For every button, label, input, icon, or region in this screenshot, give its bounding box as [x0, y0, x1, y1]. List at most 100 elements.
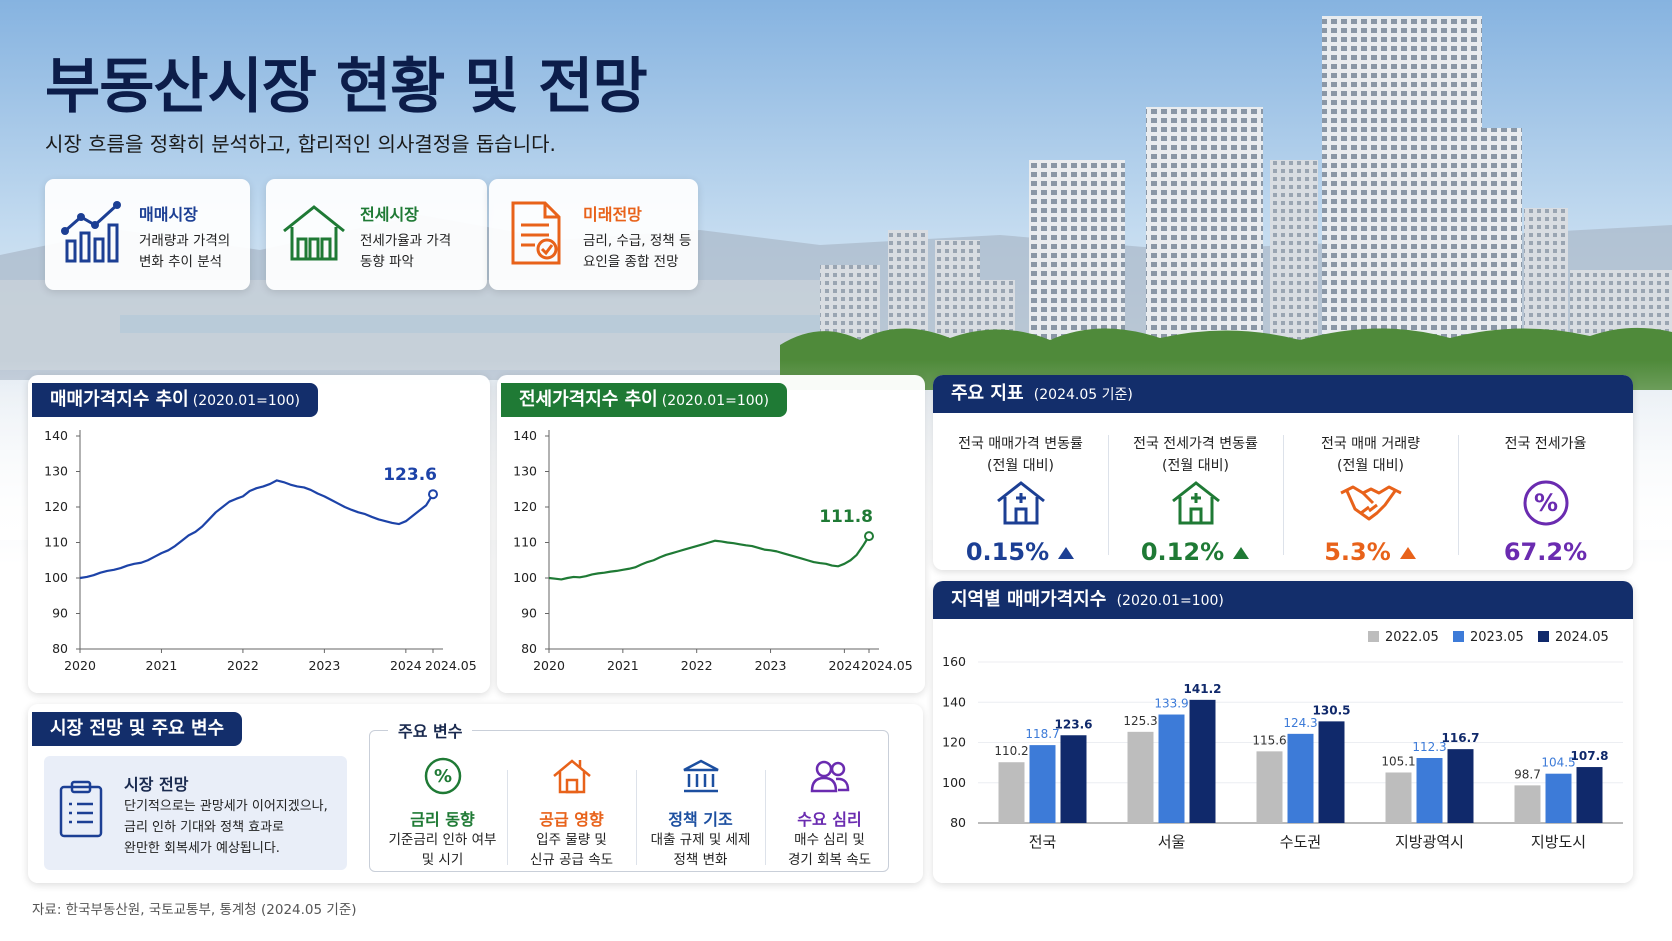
divider: [1108, 435, 1109, 555]
x-tick-label: 2022: [681, 658, 713, 673]
y-tick-label: 80: [950, 815, 966, 830]
value-label: 112.3: [1412, 740, 1446, 754]
x-tick-label: 2020: [533, 658, 565, 673]
variable-title: 공급 영향: [539, 810, 604, 829]
bar: [998, 762, 1025, 823]
summary-line: 금리 인하 기대와 정책 효과로: [124, 820, 285, 835]
summary-title: 시장 전망: [124, 775, 189, 794]
svg-text:%: %: [433, 766, 451, 787]
value-label: 130.5: [1313, 703, 1351, 717]
value-label: 116.7: [1442, 731, 1480, 745]
legend-label: 2023.05: [1470, 630, 1524, 645]
card-text: 금리, 수급, 정책 등: [583, 233, 692, 249]
divider: [1458, 435, 1459, 555]
legend-label: 2022.05: [1385, 630, 1439, 645]
end-label: 123.6: [383, 465, 437, 485]
x-tick-label: 2021: [607, 658, 639, 673]
bar: [1318, 721, 1345, 823]
variable-title: 정책 기조: [668, 810, 733, 829]
bar: [1060, 735, 1087, 823]
indicator-value-text: 0.15%: [965, 538, 1050, 566]
indicator-value: 0.12%: [1108, 538, 1283, 566]
end-point: [428, 489, 438, 500]
card-text: 변화 추이 분석: [139, 254, 223, 270]
outlook-card: 시장 전망 및 주요 변수 시장 전망 단기적으로는 관망세가 이어지겠으나, …: [28, 704, 923, 883]
value-label: 104.5: [1541, 756, 1575, 770]
variable-text: 정책 변화: [673, 852, 728, 868]
indicator-label: 전국 전세가격 변동률: [1133, 436, 1258, 452]
chart-title: 전세가격지수 추이: [519, 389, 658, 410]
trend-up: [1233, 547, 1250, 559]
divider: [507, 770, 508, 865]
summary-text: 단기적으로는 관망세가 이어지겠으나, 금리 인하 기대와 정책 효과로 완만한…: [124, 796, 328, 859]
indicator-label: 전국 매매 거래량: [1320, 436, 1421, 452]
card-title: 매매시장: [139, 205, 198, 224]
variable: % 금리 동향 기준금리 인하 여부 및 시기: [378, 756, 507, 870]
x-tick-label: 수도권: [1280, 833, 1321, 851]
x-tick-label: 2024: [828, 658, 860, 673]
y-tick-label: 100: [513, 570, 537, 585]
card-title: 전세시장: [360, 205, 419, 224]
legend-swatch: [1538, 631, 1549, 642]
value-label: 118.7: [1025, 727, 1059, 741]
y-tick-label: 100: [942, 775, 966, 790]
y-tick-label: 120: [513, 499, 537, 514]
bar: [1189, 699, 1216, 823]
icon-house: [552, 759, 591, 794]
trend-triangle: [1058, 547, 1075, 559]
variable-text: 입주 물량 및: [536, 832, 607, 848]
legend-swatch: [1368, 631, 1379, 642]
indicator-value: 0.15%: [933, 538, 1108, 566]
x-tick-label: 2024: [390, 658, 422, 673]
page-title: 부동산시장 현황 및 전망: [45, 52, 648, 122]
svg-text:%: %: [1534, 489, 1558, 517]
chart-subtitle: (2020.01=100): [192, 393, 301, 409]
bar: [1256, 751, 1283, 823]
x-tick-label: 2023: [308, 658, 340, 673]
bar: [1416, 757, 1443, 823]
icon-chart: [61, 201, 121, 263]
icon-clipboard: [59, 780, 103, 838]
bar: [1576, 767, 1603, 823]
variable-text: 및 시기: [421, 852, 464, 868]
y-tick-label: 80: [521, 641, 537, 656]
divider: [1283, 435, 1284, 555]
value-label: 107.8: [1571, 749, 1609, 763]
legend-swatch: [1453, 631, 1464, 642]
card: 매매시장 거래량과 가격의 변화 추이 분석: [45, 179, 250, 290]
y-tick-label: 160: [942, 654, 966, 669]
y-tick-label: 100: [44, 570, 68, 585]
bar: [1514, 785, 1541, 823]
icon-bank: [682, 759, 719, 793]
chart-card: 전세가격지수 추이 (2020.01=100) 80 90 100 110 120 130 1…: [497, 375, 925, 693]
card: 전세시장 전세가율과 가격 동향 파악: [266, 179, 487, 290]
indicators-title: 주요 지표: [951, 383, 1024, 404]
divider: [765, 770, 766, 865]
x-tick-label: 2021: [146, 658, 178, 673]
card-title: 미래전망: [583, 205, 642, 224]
variable-text: 신규 공급 속도: [529, 852, 614, 868]
value-label: 115.6: [1252, 733, 1286, 747]
value-label: 124.3: [1283, 716, 1317, 730]
bar: [1158, 714, 1185, 823]
value-label: 141.2: [1184, 682, 1222, 696]
variable-text: 매수 심리 및: [794, 832, 865, 848]
x-tick-label: 2023: [755, 658, 787, 673]
bar: [1545, 773, 1572, 823]
x-tick-label: 서울: [1158, 833, 1186, 851]
indicator: 전국 전세가율 % 67.2%: [1458, 415, 1633, 566]
indicator-value-text: 0.12%: [1140, 538, 1225, 566]
chart-subtitle: (2020.01=100): [661, 393, 770, 409]
trend-triangle: [1399, 547, 1416, 559]
variable: 공급 영향 입주 물량 및 신규 공급 속도: [507, 756, 636, 870]
card: 미래전망 금리, 수급, 정책 등 요인을 종합 전망: [489, 179, 698, 290]
indicators-card: 주요 지표 (2024.05 기준) 전국 매매가격 변동률 (전월 대비) 0…: [933, 375, 1633, 570]
summary-line: 완만한 회복세가 예상됩니다.: [124, 841, 280, 856]
end-label: 111.8: [819, 507, 873, 527]
y-tick-label: 130: [513, 464, 537, 479]
chart-title: 매매가격지수 추이: [50, 389, 189, 410]
page-subtitle: 시장 흐름을 정확히 분석하고, 합리적인 의사결정을 돕습니다.: [45, 132, 556, 156]
x-tick-label: 지방도시: [1531, 833, 1586, 851]
card-text: 요인을 종합 전망: [583, 254, 679, 270]
y-tick-label: 140: [513, 428, 537, 443]
